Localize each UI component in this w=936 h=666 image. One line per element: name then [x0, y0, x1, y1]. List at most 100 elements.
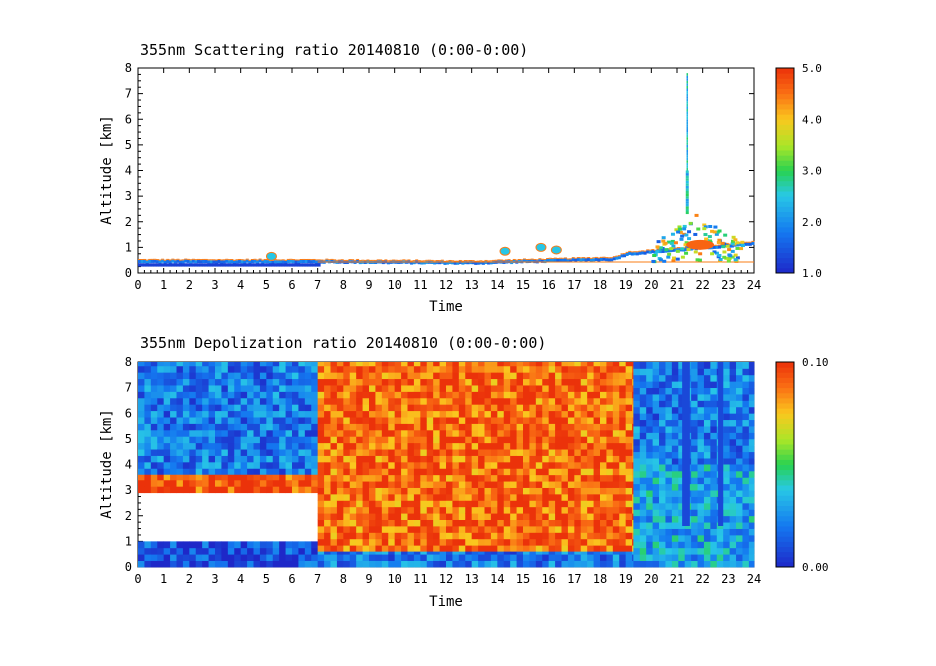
heatmap-cell	[317, 391, 325, 399]
heatmap-cell	[625, 551, 633, 555]
heatmap-cell	[523, 461, 530, 469]
heatmap-cell	[375, 493, 383, 501]
heatmap-cell	[691, 560, 698, 568]
heatmap-cell	[600, 506, 607, 514]
heatmap-cell	[317, 429, 325, 437]
heatmap-cell	[555, 526, 562, 533]
heatmap-cell	[221, 554, 229, 561]
heatmap-cell	[426, 551, 434, 555]
heatmap-cell	[176, 417, 184, 424]
x-tick-label: 20	[644, 278, 658, 292]
heatmap-cell	[369, 410, 376, 418]
heatmap-cell	[663, 241, 668, 245]
heatmap-cell	[540, 259, 544, 263]
heatmap-cell	[600, 551, 607, 555]
colorbar-tick-label: 2.0	[802, 216, 822, 229]
heatmap-cell	[144, 365, 152, 373]
heatmap-cell	[362, 545, 370, 553]
heatmap-cell	[271, 260, 275, 264]
colorbar-segment	[776, 216, 794, 223]
heatmap-cell	[606, 481, 614, 488]
heatmap-cell	[646, 400, 654, 408]
heatmap-cell	[465, 429, 473, 437]
heatmap-cell	[686, 91, 689, 94]
heatmap-cell	[439, 385, 447, 392]
heatmap-cell	[574, 378, 582, 386]
heatmap-cell	[317, 481, 325, 488]
heatmap-cell	[574, 526, 582, 533]
heatmap-cell	[311, 554, 319, 561]
heatmap-cell	[157, 362, 165, 367]
heatmap-cell	[439, 506, 447, 514]
heatmap-cell	[208, 404, 216, 412]
heatmap-cell	[336, 372, 344, 380]
heatmap-cell	[665, 426, 673, 433]
colorbar-segment	[776, 226, 794, 233]
colorbar-segment	[776, 237, 794, 243]
heatmap-cell	[667, 252, 672, 256]
heatmap-cell	[606, 519, 614, 527]
heatmap-cell	[478, 404, 485, 412]
heatmap-cell	[186, 258, 190, 260]
heatmap-cell	[748, 374, 755, 382]
heatmap-cell	[703, 458, 711, 465]
heatmap-cell	[510, 423, 517, 431]
heatmap-cell	[182, 455, 190, 463]
heatmap-cell	[742, 394, 750, 401]
heatmap-cell	[516, 519, 524, 527]
heatmap-cell	[710, 374, 718, 382]
heatmap-cell	[542, 554, 550, 561]
heatmap-cell	[463, 260, 467, 262]
heatmap-cell	[548, 487, 556, 495]
heatmap-cell	[723, 554, 731, 561]
heatmap-cell	[593, 429, 601, 437]
heatmap-cell	[625, 404, 633, 412]
heatmap-cell	[157, 378, 165, 386]
heatmap-cell	[702, 227, 707, 231]
heatmap-cell	[548, 372, 556, 380]
colorbar-segment	[776, 561, 794, 568]
heatmap-cell	[625, 391, 633, 399]
heatmap-cell	[712, 245, 716, 249]
heatmap-cell	[561, 538, 569, 546]
heatmap-cell	[639, 438, 647, 446]
heatmap-cell	[150, 560, 158, 568]
heatmap-cell	[317, 423, 325, 431]
heatmap-cell	[407, 519, 415, 527]
heatmap-cell	[362, 526, 370, 533]
heatmap-cell	[646, 483, 654, 491]
heatmap-cell	[294, 259, 298, 261]
heatmap-cell	[712, 230, 717, 234]
heatmap-cell	[659, 509, 666, 517]
heatmap-cell	[259, 385, 267, 392]
heatmap-cell	[272, 442, 280, 450]
heatmap-cell	[674, 247, 678, 249]
x-tick-label: 4	[237, 572, 244, 586]
heatmap-cell	[259, 410, 267, 418]
heatmap-cell	[478, 506, 485, 514]
heatmap-cell	[417, 260, 421, 262]
heatmap-cell	[619, 526, 627, 533]
heatmap-cell	[292, 259, 295, 261]
heatmap-cell	[702, 223, 707, 227]
heatmap-cell	[155, 263, 159, 267]
heatmap-cell	[248, 260, 252, 264]
heatmap-cell	[471, 429, 479, 437]
x-tick-label: 2	[186, 572, 193, 586]
heatmap-cell	[600, 410, 607, 418]
heatmap-cell	[307, 258, 311, 260]
heatmap-cell	[446, 449, 453, 456]
heatmap-cell	[555, 429, 562, 437]
heatmap-cell	[304, 474, 312, 481]
heatmap-cell	[561, 362, 569, 367]
heatmap-cell	[625, 554, 633, 561]
heatmap-cell	[336, 436, 344, 444]
heatmap-cell	[265, 251, 277, 261]
heatmap-cell	[632, 526, 634, 533]
heatmap-cell	[471, 449, 479, 456]
heatmap-cell	[574, 506, 582, 514]
heatmap-cell	[612, 519, 620, 527]
heatmap-cell	[362, 560, 370, 568]
heatmap-cell	[433, 385, 440, 392]
heatmap-cell	[593, 449, 601, 456]
